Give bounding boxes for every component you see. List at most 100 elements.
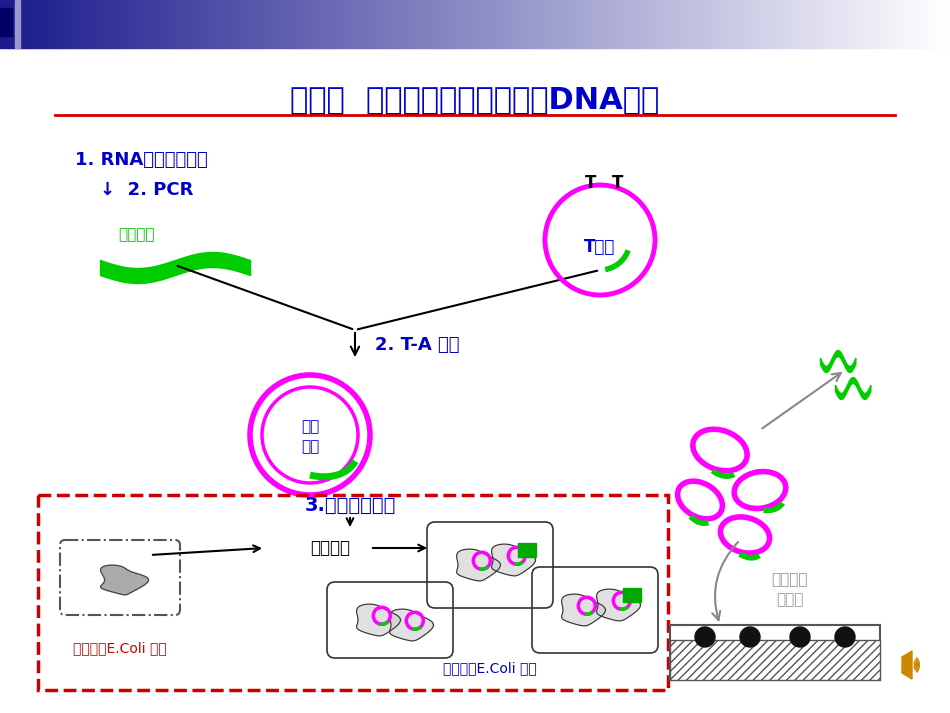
Bar — [123, 0, 124, 48]
Bar — [315, 0, 316, 48]
Bar — [887, 0, 888, 48]
Bar — [432, 0, 433, 48]
Bar — [776, 0, 777, 48]
Bar — [758, 0, 759, 48]
Bar — [60, 0, 61, 48]
Bar — [412, 0, 413, 48]
Bar — [57, 0, 58, 48]
Bar — [162, 0, 163, 48]
Bar — [79, 0, 80, 48]
Bar — [516, 0, 517, 48]
Bar — [294, 0, 295, 48]
Bar — [339, 0, 340, 48]
Bar — [440, 0, 441, 48]
Bar — [611, 0, 612, 48]
Bar — [852, 0, 853, 48]
Bar — [277, 0, 278, 48]
Bar — [15, 0, 16, 48]
Bar — [847, 0, 848, 48]
Bar — [424, 0, 425, 48]
Bar — [905, 0, 906, 48]
Circle shape — [695, 627, 715, 647]
Bar — [275, 0, 276, 48]
Bar — [131, 0, 132, 48]
Bar — [383, 0, 384, 48]
Bar — [899, 0, 900, 48]
Bar — [120, 0, 121, 48]
Bar — [865, 0, 866, 48]
Bar — [520, 0, 521, 48]
Bar — [48, 0, 49, 48]
Bar — [927, 0, 928, 48]
Bar — [65, 0, 66, 48]
Bar — [565, 0, 566, 48]
Bar — [454, 0, 455, 48]
Bar — [28, 0, 29, 48]
Bar — [0, 8, 12, 36]
Bar — [741, 0, 742, 48]
Bar — [394, 0, 395, 48]
Bar — [491, 0, 492, 48]
Bar — [181, 0, 182, 48]
Bar — [227, 0, 228, 48]
Bar — [402, 0, 403, 48]
Bar — [659, 0, 660, 48]
Bar — [939, 0, 940, 48]
Bar — [273, 0, 274, 48]
Bar — [213, 0, 214, 48]
Bar — [447, 0, 448, 48]
Bar — [822, 0, 823, 48]
Bar — [579, 0, 580, 48]
Bar — [203, 0, 204, 48]
Bar — [36, 0, 37, 48]
Bar — [489, 0, 490, 48]
Bar — [166, 0, 167, 48]
Bar — [916, 0, 917, 48]
Bar — [473, 0, 474, 48]
Bar — [658, 0, 659, 48]
Bar — [581, 0, 582, 48]
Bar — [498, 0, 499, 48]
Bar — [728, 0, 729, 48]
Bar — [232, 0, 233, 48]
Bar — [393, 0, 394, 48]
Bar — [241, 0, 242, 48]
Bar — [807, 0, 808, 48]
Bar — [731, 0, 732, 48]
Bar — [108, 0, 109, 48]
Bar — [746, 0, 747, 48]
Bar — [139, 0, 140, 48]
Bar — [299, 0, 300, 48]
Bar — [823, 0, 824, 48]
Bar — [255, 0, 256, 48]
Bar — [863, 0, 864, 48]
Bar — [130, 0, 131, 48]
Bar — [687, 0, 688, 48]
Bar — [261, 0, 262, 48]
Bar — [47, 0, 48, 48]
Bar — [507, 0, 508, 48]
Bar — [506, 0, 507, 48]
Bar — [258, 0, 259, 48]
Bar — [524, 0, 525, 48]
Bar — [745, 0, 746, 48]
Bar — [843, 0, 844, 48]
Bar — [780, 0, 781, 48]
Bar — [117, 0, 118, 48]
Bar — [186, 0, 187, 48]
Bar — [496, 0, 497, 48]
Bar — [775, 0, 776, 48]
Bar — [641, 0, 642, 48]
Bar — [897, 0, 898, 48]
Bar — [769, 0, 770, 48]
Bar — [943, 0, 944, 48]
Bar — [456, 0, 457, 48]
Text: T: T — [612, 174, 623, 192]
Bar — [757, 0, 758, 48]
Bar — [848, 0, 849, 48]
Bar — [494, 0, 495, 48]
Bar — [257, 0, 258, 48]
Bar — [404, 0, 405, 48]
Bar — [875, 0, 876, 48]
Bar — [316, 0, 317, 48]
